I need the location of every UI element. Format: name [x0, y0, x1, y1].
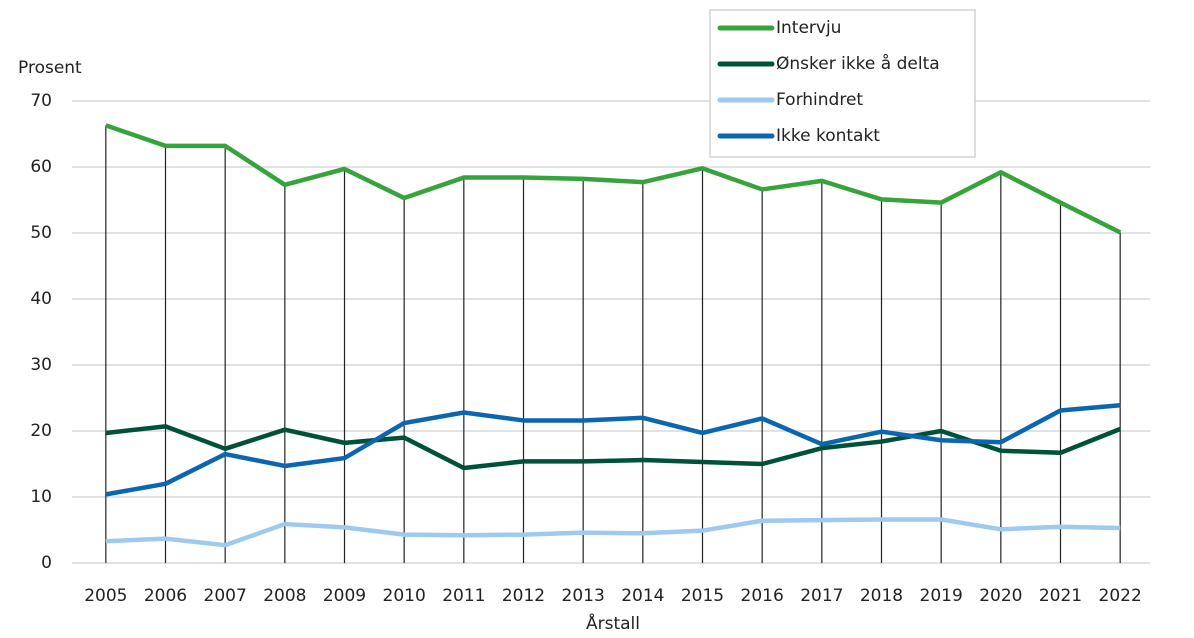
series-line: [105, 123, 1122, 235]
y-tick-label: 40: [30, 289, 52, 309]
x-tick-label: 2006: [144, 586, 187, 606]
series-line: [105, 424, 1121, 471]
x-tick-label: 2016: [741, 586, 784, 606]
x-tick-label: 2005: [84, 586, 127, 606]
x-tick-label: 2019: [920, 586, 963, 606]
legend-label: Intervju: [776, 18, 841, 38]
series-line: [105, 517, 1121, 548]
x-tick-label: 2017: [800, 586, 843, 606]
y-tick-label: 50: [30, 223, 52, 243]
x-tick-label: 2011: [442, 586, 485, 606]
legend-box: [709, 9, 976, 158]
x-tick-label: 2012: [502, 586, 545, 606]
x-tick-label: 2008: [263, 586, 306, 606]
x-tick-label: 2010: [383, 586, 426, 606]
y-tick-label: 20: [30, 421, 52, 441]
x-tick-label: 2021: [1039, 586, 1082, 606]
x-tick-label: 2014: [621, 586, 664, 606]
x-tick-label: 2007: [204, 586, 247, 606]
x-axis-title: Årstall: [586, 612, 640, 634]
x-tick-label: 2015: [681, 586, 724, 606]
x-tick-label: 2013: [562, 586, 605, 606]
series-line: [105, 403, 1121, 497]
legend-label: Ikke kontakt: [776, 126, 880, 146]
y-axis-title: Prosent: [18, 58, 82, 78]
y-tick-label: 30: [30, 355, 52, 375]
x-tick-label: 2009: [323, 586, 366, 606]
y-tick-label: 10: [30, 487, 52, 507]
x-tick-label: 2020: [979, 586, 1022, 606]
x-tick-label: 2018: [860, 586, 903, 606]
y-tick-label: 60: [30, 157, 52, 177]
y-tick-label: 0: [41, 553, 52, 573]
legend-label: Ønsker ikke å delta: [776, 53, 940, 74]
legend-label: Forhindret: [776, 90, 863, 110]
x-tick-label: 2022: [1099, 586, 1142, 606]
y-tick-label: 70: [30, 91, 52, 111]
